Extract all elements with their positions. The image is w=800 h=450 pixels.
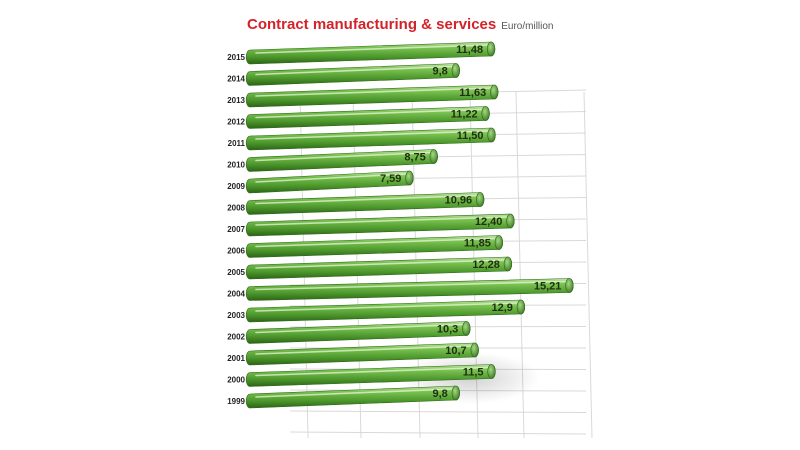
value-label: 11,5 [463,367,484,379]
chart-unit-label: Euro/million [501,21,554,32]
year-label: 2013 [227,96,245,105]
bar-end-cap [481,106,490,121]
year-label: 2005 [227,268,245,277]
value-label: 11,50 [457,130,484,142]
bar-highlight [255,87,492,97]
bar-highlight [255,65,453,76]
bar-end-cap [516,299,526,315]
year-label: 2014 [227,75,245,84]
chart-title-block: Contract manufacturing & services Euro/mi… [247,16,554,34]
bar-highlight [255,388,453,398]
value-label: 11,22 [451,109,478,121]
bar-highlight [255,237,496,248]
bar-end-cap [490,84,499,100]
year-label: 2015 [227,53,245,62]
bar-end-cap [451,63,460,78]
bar-highlight [255,280,567,291]
bar-end-cap [487,127,496,143]
bars-layer: 2015 11,48 2014 9,8 2013 11,63 2012 11,22 2011 11… [227,41,574,409]
bar-highlight [255,130,489,140]
value-label: 11,48 [456,44,483,56]
bar-highlight [255,216,508,226]
year-label: 2010 [227,161,245,170]
grid-line-vertical [583,91,593,439]
bar-highlight [255,194,477,205]
bar-end-cap [429,149,438,164]
bar-highlight [255,151,431,162]
value-label: 11,85 [464,238,491,250]
bar-highlight [255,345,472,355]
bar-end-cap [470,342,479,358]
bar-end-cap [486,41,496,57]
value-label: 12,28 [472,259,500,271]
year-label: 2003 [227,311,245,320]
bar-end-cap [487,364,496,379]
year-label: 2004 [227,290,245,299]
bar-highlight [255,44,488,54]
bar-end-cap [462,321,471,336]
year-label: 2009 [227,182,245,191]
year-label: 2006 [227,247,245,256]
chart-title: Contract manufacturing & services [247,16,497,33]
value-label: 10,96 [445,195,473,207]
year-label: 2008 [227,204,245,213]
value-label: 11,63 [459,87,486,99]
value-label: 10,7 [445,345,466,357]
value-label: 7,59 [380,173,401,185]
bar-highlight [255,108,483,119]
bar-highlight [255,366,489,377]
bar-end-cap [494,235,503,250]
bar-highlight [255,323,464,334]
value-label: 10,3 [437,324,458,336]
year-label: 2007 [227,225,245,234]
value-label: 12,40 [475,216,503,228]
year-label: 2002 [227,333,245,342]
bar-end-cap [451,385,460,401]
bar-end-cap [565,278,574,293]
value-label: 15,21 [534,281,562,293]
year-label: 2011 [228,139,246,148]
year-label: 2001 [227,354,245,363]
year-label: 2000 [227,376,245,385]
grid-line-horizontal [289,431,587,435]
year-label: 2012 [227,118,245,127]
bar-end-cap [503,256,513,272]
bar-end-cap [405,170,414,186]
year-label: 1999 [227,397,245,406]
value-label: 12,9 [491,302,512,314]
grid-line-horizontal [289,410,587,413]
bar-end-cap [476,192,485,207]
value-label: 9,8 [433,66,448,78]
bar-highlight [255,173,407,183]
bar-highlight [255,259,505,269]
value-label: 9,8 [433,388,448,400]
bar-highlight [255,302,518,312]
value-label: 8,75 [404,152,425,164]
bar-end-cap [506,213,515,229]
